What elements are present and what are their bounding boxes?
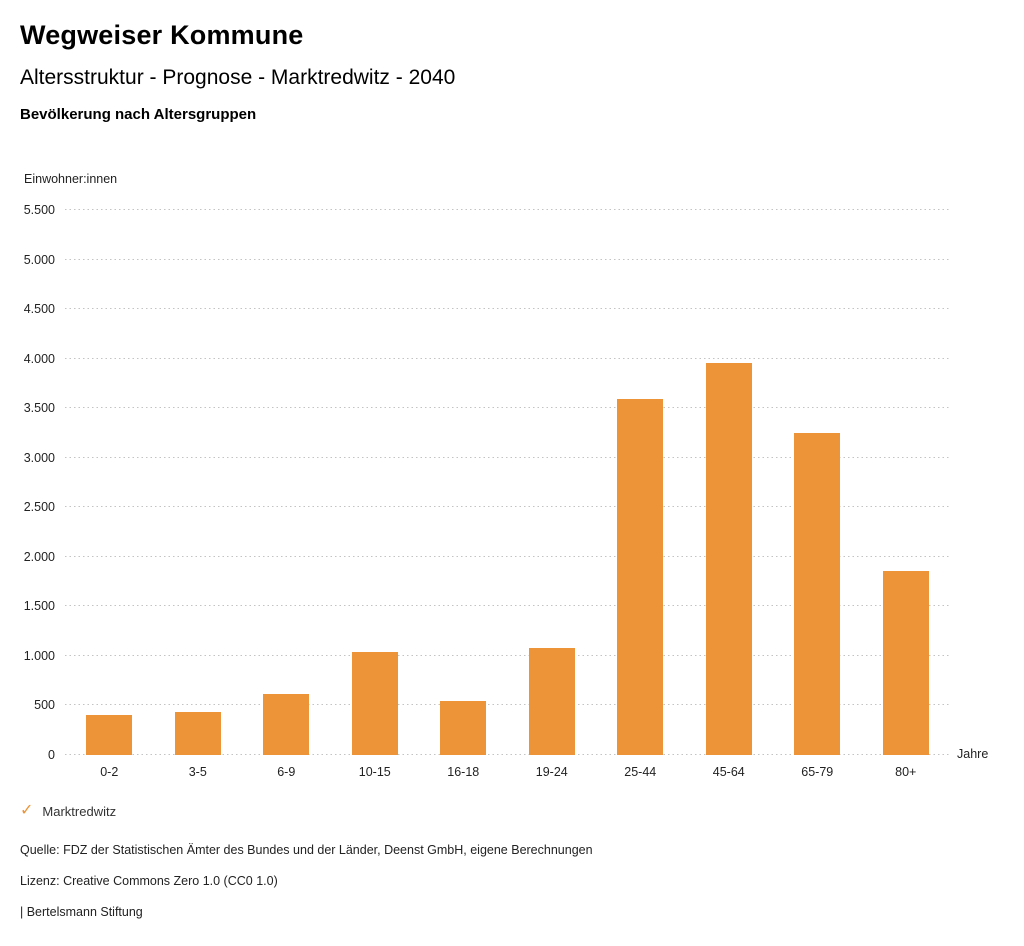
bar-slot (685, 210, 774, 755)
y-tick-label: 3.000 (23, 450, 55, 465)
bar-slot (508, 210, 597, 755)
gridline (65, 555, 950, 557)
gridline (65, 456, 950, 458)
x-tick-label-3-5: 3-5 (188, 765, 207, 779)
chart-title: Altersstruktur - Prognose - Marktredwitz… (20, 66, 456, 89)
x-tick-label-45-64: 45-64 (712, 765, 745, 779)
x-tick-label-16-18: 16-18 (447, 765, 480, 779)
y-tick-label: 4.000 (23, 351, 55, 366)
check-icon: ✓ (20, 802, 34, 819)
bar-slot (65, 210, 154, 755)
bar-0-2[interactable] (86, 715, 133, 755)
footer: Quelle: FDZ der Statistischen Ämter des … (20, 844, 593, 937)
y-tick-label: 5.000 (23, 252, 55, 267)
bar-slot (242, 210, 331, 755)
x-tick-label-10-15: 10-15 (358, 765, 391, 779)
y-tick-label: 2.500 (23, 500, 55, 515)
bar-slot (154, 210, 243, 755)
gridline (65, 357, 950, 359)
bar-10-15[interactable] (351, 651, 398, 755)
legend-item-marktredwitz[interactable]: ✓ Marktredwitz (20, 803, 116, 819)
y-tick-label: 2.000 (23, 549, 55, 564)
gridline (65, 506, 950, 508)
bars-layer (65, 210, 950, 755)
gridline (65, 654, 950, 656)
x-tick-label-65-79: 65-79 (801, 765, 834, 779)
bar-19-24[interactable] (528, 647, 575, 755)
page-title: Wegweiser Kommune (20, 20, 304, 50)
bar-slot (862, 210, 951, 755)
y-tick-label: 1.500 (23, 599, 55, 614)
gridline (65, 258, 950, 260)
y-tick-label: 0 (48, 748, 55, 762)
y-tick-label: 1.000 (23, 648, 55, 663)
y-tick-label: 500 (34, 698, 55, 713)
bar-slot (331, 210, 420, 755)
bar-16-18[interactable] (440, 700, 487, 755)
gridline (65, 209, 950, 210)
y-tick-label: 3.500 (23, 401, 55, 416)
bar-3-5[interactable] (174, 712, 221, 755)
x-tick-label-80+: 80+ (895, 765, 917, 779)
x-tick-label-19-24: 19-24 (535, 765, 568, 779)
chart-caption: Bevölkerung nach Altersgruppen (20, 106, 257, 123)
x-axis-labels: 0-2 3-5 6-9 10-15 16-18 19-24 25-44 45-64 65-79 8… (65, 765, 950, 779)
x-tick-label-25-44: 25-44 (624, 765, 657, 779)
bar-6-9[interactable] (263, 693, 310, 755)
y-axis-title: Einwohner:innen (24, 172, 118, 186)
bar-slot (773, 210, 862, 755)
license-line: Lizenz: Creative Commons Zero 1.0 (CC0 1… (20, 874, 278, 888)
bar-65-79[interactable] (794, 432, 841, 755)
bar-45-64[interactable] (705, 362, 752, 755)
x-axis-unit-label: Jahre (957, 747, 989, 761)
gridline (65, 754, 950, 755)
y-tick-label: 5.500 (23, 203, 55, 217)
x-tick-label-6-9: 6-9 (277, 765, 296, 779)
legend-label: Marktredwitz (42, 803, 117, 819)
gridline (65, 704, 950, 706)
gridline (65, 308, 950, 310)
source-line: Quelle: FDZ der Statistischen Ämter des … (20, 843, 593, 857)
plot-area: 0 500 1.000 1.500 2.000 2.500 3.000 3.500 4.000 4… (24, 204, 950, 761)
gridline (65, 407, 950, 409)
bar-slot (419, 210, 508, 755)
bar-80+[interactable] (882, 571, 929, 755)
bar-slot (596, 210, 685, 755)
gridline (65, 605, 950, 607)
bar-25-44[interactable] (617, 399, 664, 755)
x-tick-label-0-2: 0-2 (100, 765, 119, 779)
y-tick-label: 4.500 (23, 302, 55, 317)
attribution-line: | Bertelsmann Stiftung (20, 905, 143, 919)
